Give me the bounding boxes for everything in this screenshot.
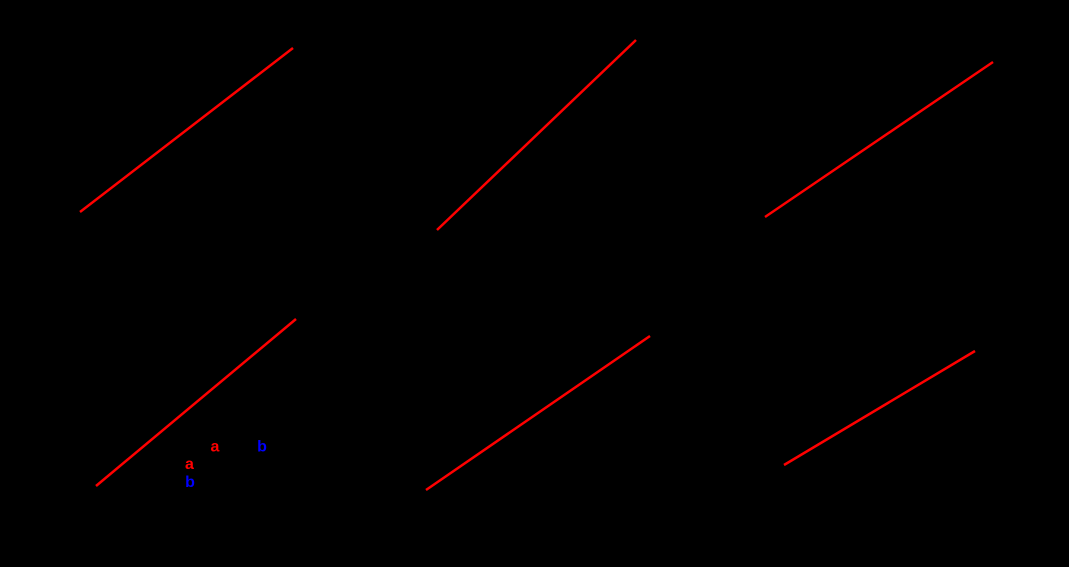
svg-text:b: b bbox=[185, 474, 195, 491]
svg-text:b: b bbox=[257, 439, 267, 456]
svg-text:a: a bbox=[185, 456, 194, 473]
svg-text:a: a bbox=[211, 439, 220, 456]
